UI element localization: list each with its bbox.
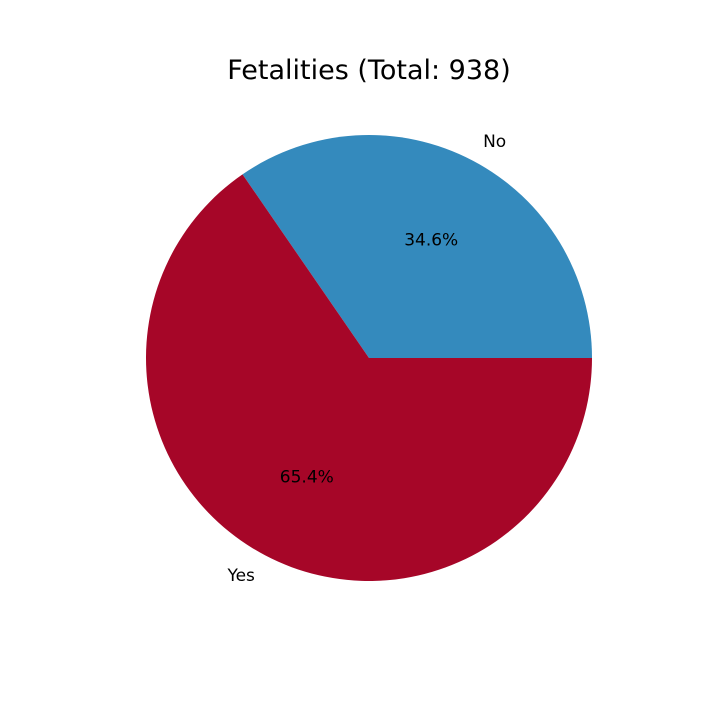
pie-slices — [146, 134, 592, 581]
pct-label-yes: 65.4% — [280, 467, 334, 487]
pie-slice-yes — [146, 174, 592, 581]
chart-title: Fetalities (Total: 938) — [227, 55, 511, 86]
pie-labels: No 34.6% Yes 65.4% — [226, 132, 506, 586]
slice-label-yes: Yes — [226, 566, 255, 586]
pct-label-no: 34.6% — [404, 231, 458, 251]
pie-slice-no — [242, 134, 592, 358]
slice-label-no: No — [483, 132, 506, 152]
